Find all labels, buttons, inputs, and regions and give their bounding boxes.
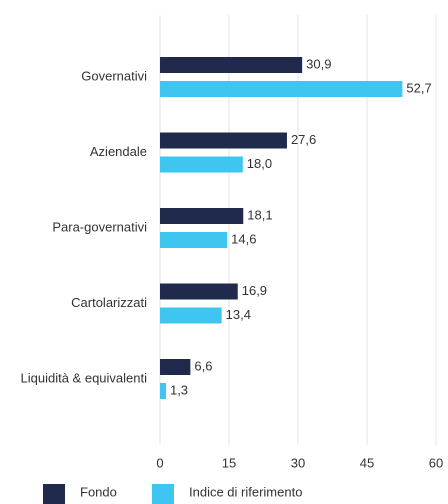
bar (160, 359, 191, 375)
bar (160, 156, 243, 173)
value-label: 16,9 (242, 283, 267, 298)
value-label: 18,1 (247, 207, 272, 222)
value-label: 18,0 (247, 156, 272, 171)
category-label: Aziendale (90, 144, 147, 159)
bar (160, 132, 287, 149)
legend-label: Indice di riferimento (189, 484, 302, 499)
bar (160, 208, 244, 224)
value-label: 6,6 (194, 358, 212, 373)
value-label: 1,3 (170, 382, 188, 397)
value-label: 27,6 (291, 132, 316, 147)
bar (160, 383, 166, 399)
value-label: 14,6 (231, 231, 256, 246)
category-label: Governativi (81, 68, 147, 83)
value-label: 30,9 (306, 56, 331, 71)
value-label: 13,4 (226, 307, 251, 322)
x-tick-label: 60 (429, 455, 443, 470)
x-tick-label: 30 (291, 455, 305, 470)
bar (160, 307, 222, 324)
bar (160, 57, 303, 73)
category-label: Liquidità & equivalenti (21, 370, 148, 385)
legend-swatch (152, 484, 174, 504)
x-tick-label: 0 (156, 455, 163, 470)
legend-swatch (43, 484, 65, 504)
category-label: Para-governativi (52, 219, 147, 234)
bar (160, 81, 403, 97)
legend-label: Fondo (80, 484, 117, 499)
bar (160, 232, 228, 248)
value-label: 52,7 (406, 80, 431, 95)
category-label: Cartolarizzati (71, 295, 147, 310)
x-tick-label: 45 (360, 455, 374, 470)
bar (160, 283, 238, 300)
x-tick-label: 15 (222, 455, 236, 470)
